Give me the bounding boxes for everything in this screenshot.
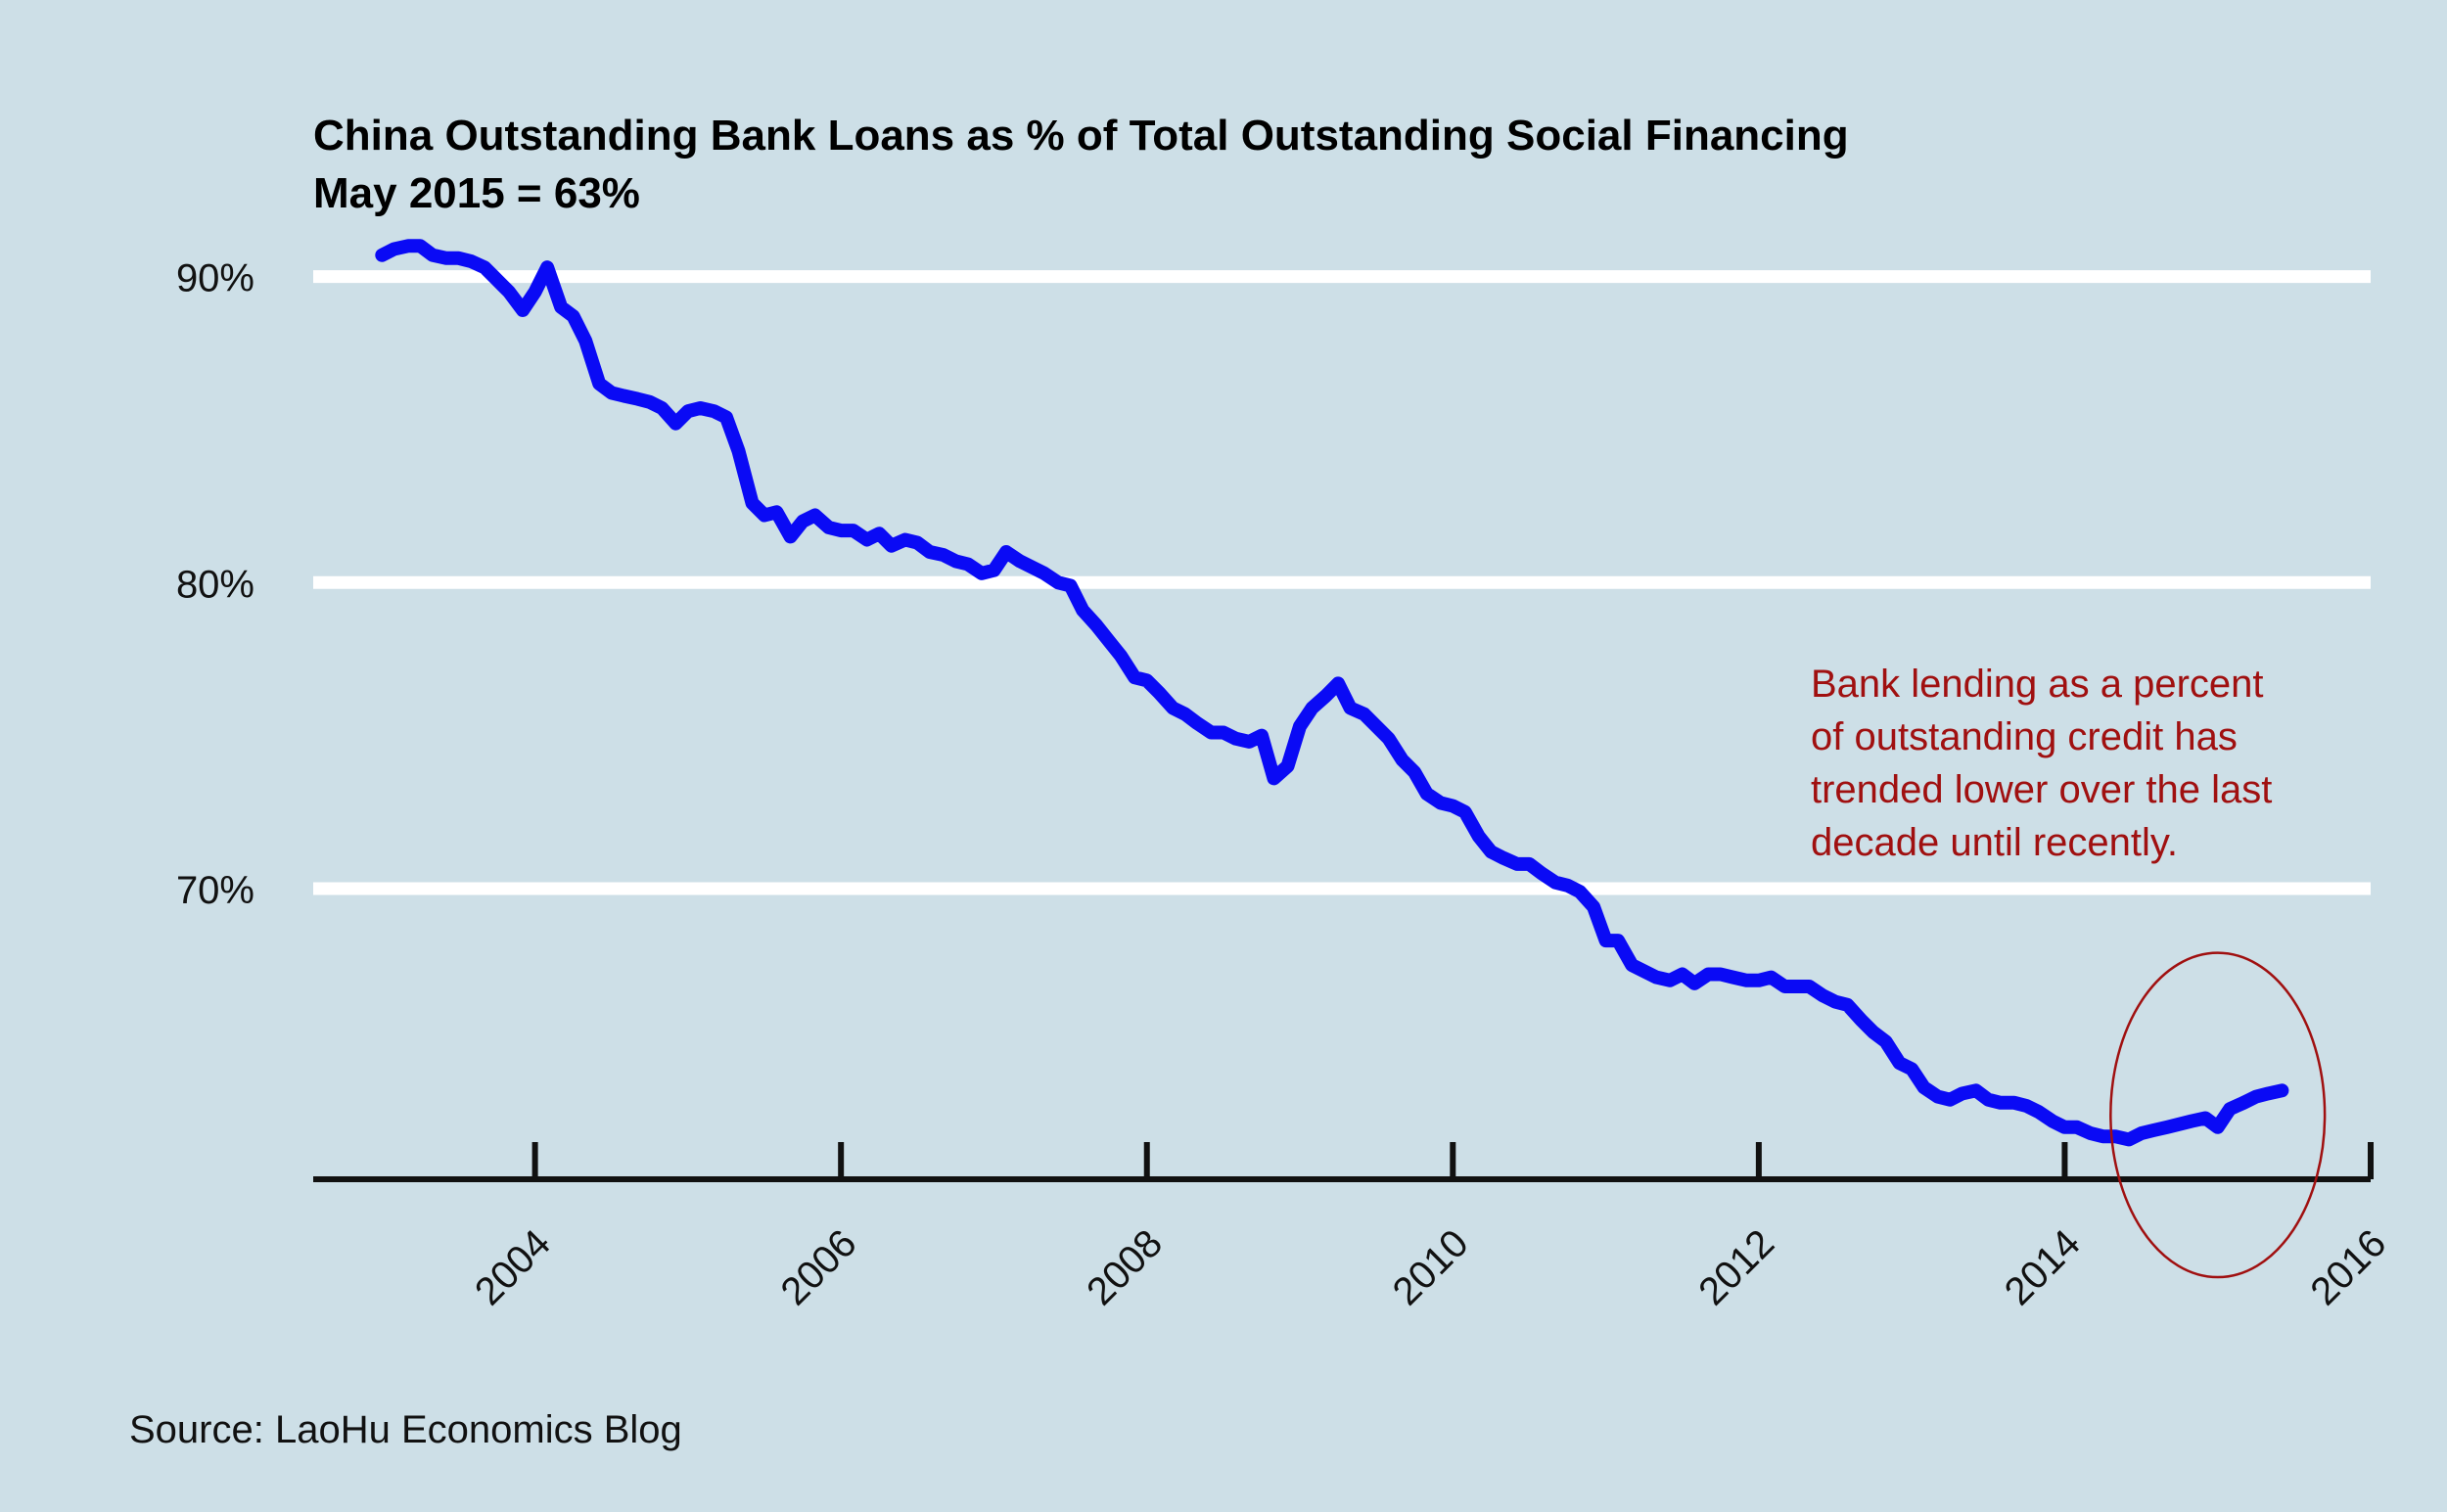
x-axis-ticks: 2004 2006 2008 2010 2012 2014 2016 [467, 1142, 2394, 1313]
annotation-line-3: trended lower over the last [1811, 768, 2272, 811]
y-tick-label: 80% [176, 563, 254, 606]
annotation-line-1: Bank lending as a percent [1811, 663, 2264, 706]
x-tick-label: 2012 [1690, 1221, 1782, 1313]
source-note: Source: LaoHu Economics Blog [129, 1408, 682, 1451]
chart-subtitle: May 2015 = 63% [313, 169, 640, 217]
grid-lines [313, 270, 2371, 895]
x-tick-label: 2010 [1385, 1221, 1477, 1313]
x-tick-label: 2004 [467, 1221, 559, 1313]
y-tick-label: 90% [176, 257, 254, 300]
x-tick-label: 2016 [2302, 1221, 2394, 1313]
y-axis-ticks: 90% 80% 70% [176, 257, 254, 912]
x-tick-label: 2006 [773, 1221, 865, 1313]
highlight-circle [2109, 951, 2327, 1279]
x-tick-label: 2008 [1079, 1221, 1171, 1313]
chart-title: China Outstanding Bank Loans as % of Tot… [313, 112, 1849, 160]
annotation-line-2: of outstanding credit has [1811, 715, 2238, 758]
y-tick-label: 70% [176, 869, 254, 912]
series-line [375, 239, 2289, 1147]
x-tick-label: 2014 [1997, 1221, 2089, 1313]
annotation-line-4: decade until recently. [1811, 821, 2178, 864]
